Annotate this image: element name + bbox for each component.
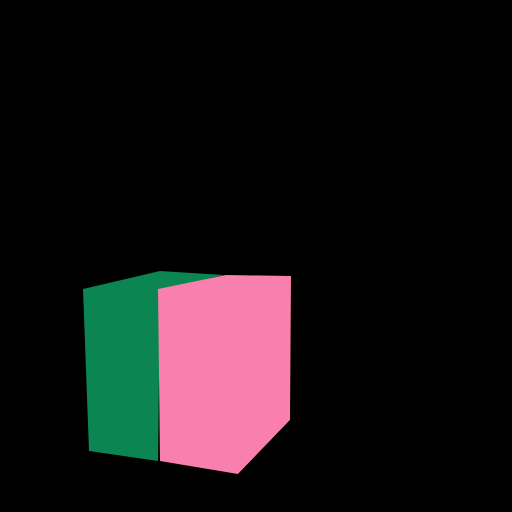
box-left-face: [83, 271, 224, 461]
box-front-face: [158, 275, 291, 474]
box[interactable]: [83, 271, 291, 476]
box-shadow-face: [238, 420, 291, 476]
